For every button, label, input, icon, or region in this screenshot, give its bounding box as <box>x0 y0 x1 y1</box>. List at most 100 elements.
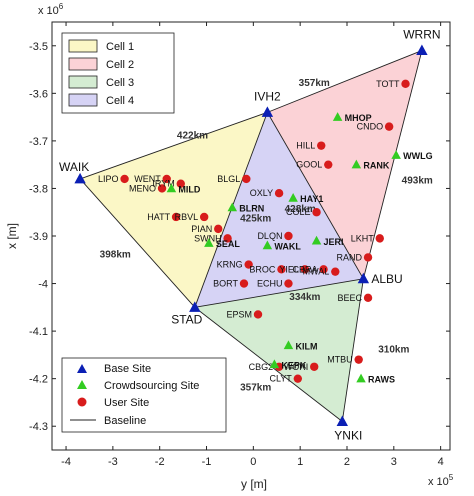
base-site-wrrn <box>416 44 428 56</box>
crowdsourcing-site-jeri <box>311 235 322 245</box>
cell-legend-swatch-4 <box>68 93 98 107</box>
user-site-rand <box>363 253 373 262</box>
x-tick-label-1: -3 <box>108 456 118 468</box>
user-site-broc <box>277 265 286 274</box>
crowdsourcing-site-mhop <box>332 112 343 121</box>
y-tick-label-7: -4.2 <box>29 374 48 386</box>
user-site-mtbu <box>354 355 363 364</box>
crowdsourcing-site-label-kilm: KILM <box>295 341 317 351</box>
y-tick-label-5: -4 <box>38 279 48 291</box>
x-exponent-label: x 105 <box>428 473 454 488</box>
user-site-label-lkht: LKHT <box>351 233 375 243</box>
baseline-waik-stad <box>79 178 196 308</box>
legend-baseline-label: Baseline <box>104 415 146 427</box>
baseline-ivh2-wrrn <box>267 50 423 113</box>
user-site-bort <box>239 279 249 288</box>
crowdsourcing-site-label-seal: SEAL <box>216 239 241 249</box>
y-tick-label-2: -3.7 <box>29 136 48 148</box>
y-tick-label-4: -3.9 <box>29 231 48 243</box>
user-site-label-broc: BROC <box>249 264 276 274</box>
crowdsourcing-site-mild <box>166 183 177 193</box>
user-site-krng <box>244 260 253 269</box>
user-site-label-epsm: EPSM <box>227 309 253 319</box>
user-site-label-mwal: MWAL <box>303 267 330 277</box>
user-site-yiel <box>300 265 310 274</box>
x-tick-label-3: -1 <box>202 456 212 468</box>
legend-crowdsourcing-site-marker <box>77 380 87 389</box>
user-site-label-tott: TOTT <box>376 79 400 89</box>
user-site-label-oxly: OXLY <box>250 188 273 198</box>
cell-cell-1 <box>80 112 268 308</box>
user-site-label-beec: BEEC <box>338 293 363 303</box>
cell-legend-label-2: Cell 2 <box>106 59 134 71</box>
crowdsourcing-site-wwlg <box>391 150 401 159</box>
crowdsourcing-site-kilm <box>283 340 294 350</box>
y-exponent-label: x 106 <box>38 2 64 17</box>
y-tick-label-1: -3.6 <box>29 88 48 100</box>
cell-cell-2 <box>267 50 422 279</box>
user-site-label-hatt: HATT <box>147 212 170 222</box>
baseline-ivh2-albu <box>266 112 364 280</box>
distance-label-6: 334km <box>289 292 320 303</box>
user-site-wori <box>310 362 319 371</box>
cell-legend-label-1: Cell 1 <box>106 41 134 53</box>
x-exponent-base: x 10 <box>428 476 449 488</box>
x-tick-label-7: 3 <box>391 456 397 468</box>
symbol-legend: Base Site Crowdsourcing Site User Site B… <box>61 357 227 433</box>
x-tick-label-6: 2 <box>344 456 350 468</box>
x-exponent-power: 5 <box>449 473 454 482</box>
distance-label-0: 422km <box>177 131 208 142</box>
user-site-lipo <box>120 174 129 184</box>
user-site-label-lipo: LIPO <box>98 174 119 184</box>
crowdsourcing-site-kepk <box>269 359 280 369</box>
user-site-label-swnh: SWNH <box>194 233 222 243</box>
axis-ticks: -4 -3 -2 -1 0 1 2 3 4 -3.5 -3.6 -3.7 -3.8 -3.9 -4 -4.1 -… <box>29 22 450 468</box>
crowdsourcing-site-label-blrn: BLRN <box>239 203 264 213</box>
legend-base-site-marker <box>77 364 87 373</box>
legend-user-site-label: User Site <box>104 397 149 409</box>
crowdsourcing-site-label-mild: MILD <box>178 184 200 194</box>
user-site-label-echu: ECHU <box>257 279 283 289</box>
base-site-label-albu: ALBU <box>371 272 402 286</box>
distance-label-1: 357km <box>299 78 330 89</box>
user-site-label-blgl: BLGL <box>217 174 240 184</box>
cell-legend-label-4: Cell 4 <box>106 95 134 107</box>
base-sites: WAIK IVH2 WRRN ALBU STAD YNKI <box>59 28 441 443</box>
crowdsourcing-site-label-wwlg: WWLG <box>403 151 433 161</box>
user-site-label-yiel: YIEL <box>279 264 299 274</box>
user-site-clyt <box>293 374 303 383</box>
cell-legend-label-3: Cell 3 <box>106 77 134 89</box>
user-site-epsm <box>253 310 263 319</box>
legend-base-site-label: Base Site <box>104 363 151 375</box>
base-site-label-ynki: YNKI <box>334 428 362 442</box>
user-site-rbvl <box>199 212 209 222</box>
user-site-hill <box>317 141 326 150</box>
user-site-label-went: WENT <box>134 174 161 184</box>
y-axis-label: x [m] <box>5 223 19 249</box>
cell-legend: Cell 1 Cell 2 Cell 3 Cell 4 <box>61 32 175 114</box>
crowdsourcing-site-label-hay1: HAY1 <box>300 194 323 204</box>
user-site-echu <box>284 279 293 288</box>
distance-label-2: 493km <box>402 176 433 187</box>
legend-crowdsourcing-site-label: Crowdsourcing Site <box>104 380 199 392</box>
user-site-label-pian: PIAN <box>191 224 212 234</box>
crowdsourcing-site-label-mhop: MHOP <box>345 113 372 123</box>
user-site-beec <box>363 293 373 303</box>
user-site-label-meno: MENO <box>129 183 156 193</box>
user-site-cole <box>312 208 321 217</box>
baseline-stad-ynki <box>194 306 343 422</box>
baseline-wrrn-albu <box>362 50 423 279</box>
cells-layer <box>80 50 422 422</box>
base-site-waik <box>74 172 86 184</box>
distance-label-4: 425km <box>240 214 271 225</box>
distance-labels: 422km 357km 493km 398km 425km 428km 334km 310km… <box>100 78 433 393</box>
user-site-cndo <box>384 122 394 131</box>
y-exponent-base: x 10 <box>38 5 59 17</box>
baseline-layer <box>79 50 423 422</box>
x-tick-label-2: -2 <box>155 456 165 468</box>
base-site-label-wrrn: WRRN <box>403 28 440 42</box>
user-site-went <box>162 174 171 184</box>
user-site-mwal <box>331 267 340 276</box>
